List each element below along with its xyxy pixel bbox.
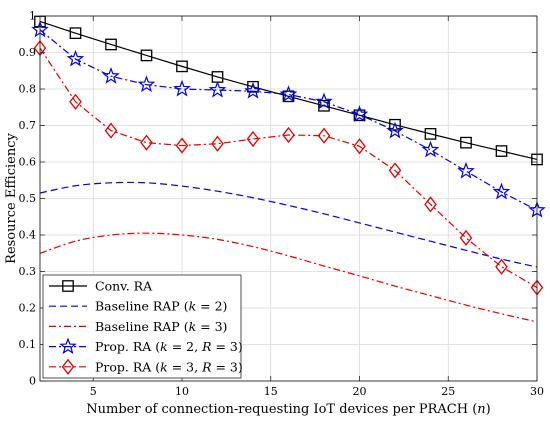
y-tick-label: 1: [29, 10, 36, 23]
legend-entry: Baseline RAP (k = 2): [49, 299, 227, 314]
legend-label: Prop. RA (k = 2, R = 3): [95, 339, 243, 354]
x-tick-label: 20: [353, 385, 367, 398]
y-tick-label: 0.3: [19, 265, 37, 278]
x-axis-label: Number of connection-requesting IoT devi…: [86, 402, 490, 417]
star-marker: [173, 79, 191, 97]
series-3: [31, 20, 546, 218]
diamond-marker: [246, 130, 260, 148]
y-tick-label: 0: [29, 375, 36, 388]
star-marker: [350, 105, 369, 123]
legend-label: Conv. RA: [95, 279, 153, 294]
diamond-marker: [61, 358, 75, 375]
y-tick-label: 0.1: [19, 338, 37, 351]
series-4: [33, 40, 544, 296]
square-marker: [353, 109, 366, 122]
plot-border: [39, 15, 538, 382]
square-marker: [424, 128, 437, 140]
square-marker: [140, 49, 153, 62]
diamond-marker: [459, 229, 473, 246]
legend-entry: Conv. RA: [49, 279, 153, 294]
x-tick-label: 25: [441, 385, 455, 398]
star-marker: [102, 66, 120, 84]
star-marker: [66, 49, 85, 67]
x-tick-label: 15: [264, 385, 278, 398]
legend-entry: Baseline RAP (k = 3): [49, 319, 227, 334]
diamond-marker: [424, 196, 437, 213]
star-marker: [59, 337, 77, 355]
y-tick-label: 0.5: [19, 192, 37, 205]
square-marker: [389, 118, 401, 131]
tick-labels: 00.10.20.30.40.50.60.70.80.915 10 15 20 25 30: [19, 10, 545, 399]
y-tick-label: 0.6: [19, 156, 37, 169]
x-tick-label: 10: [175, 385, 189, 398]
legend-label: Baseline RAP (k = 3): [95, 319, 227, 334]
square-marker: [105, 38, 117, 51]
star-marker: [386, 121, 404, 139]
diamond-marker: [175, 137, 189, 154]
diamond-marker: [353, 138, 366, 155]
diamond-marker: [69, 93, 82, 110]
diamond-marker: [282, 126, 295, 144]
star-marker: [244, 81, 262, 99]
series-line: [39, 20, 538, 161]
legend-entry: Prop. RA (k = 2, R = 3): [49, 337, 243, 355]
star-marker: [492, 182, 511, 200]
diamond-marker: [211, 135, 224, 152]
legend-label: Prop. RA (k = 3, R = 3): [95, 359, 243, 374]
star-marker: [315, 92, 333, 110]
star-marker: [457, 161, 475, 179]
legend-entry: Prop. RA (k = 3, R = 3): [49, 358, 243, 375]
diamond-marker: [140, 134, 153, 151]
y-tick-label: 0.2: [19, 302, 37, 315]
square-marker: [282, 90, 295, 103]
square-marker: [69, 27, 82, 40]
diamond-marker: [317, 127, 331, 144]
legend: Conv. RA Baseline RAP (k = 2) Baseline RAP…: [42, 274, 243, 379]
square-marker: [318, 99, 330, 112]
series-line: [39, 232, 538, 323]
y-tick-label: 0.9: [19, 46, 37, 59]
star-marker: [279, 85, 298, 102]
diamond-marker: [388, 162, 402, 179]
square-marker: [247, 80, 259, 93]
square-marker: [460, 136, 472, 149]
x-tick-label: 5: [90, 385, 97, 398]
square-marker: [495, 145, 508, 157]
x-tick-label: 30: [530, 385, 544, 398]
legend-label: Baseline RAP (k = 2): [95, 299, 227, 314]
y-tick-label: 0.7: [19, 119, 37, 132]
y-tick-label: 0.4: [19, 229, 37, 242]
y-tick-label: 0.8: [19, 83, 37, 96]
y-axis-label: Resource Efficiency: [4, 133, 19, 264]
series-line: [39, 29, 538, 211]
diamond-marker: [104, 122, 118, 139]
square-marker: [176, 60, 188, 73]
series-line: [39, 47, 538, 289]
series-2: [39, 232, 538, 323]
series-line: [39, 181, 538, 268]
series-1: [39, 181, 538, 268]
star-marker: [421, 140, 440, 158]
star-marker: [208, 80, 227, 98]
star-marker: [137, 75, 156, 93]
square-marker: [62, 280, 74, 292]
diamond-marker: [495, 258, 508, 275]
